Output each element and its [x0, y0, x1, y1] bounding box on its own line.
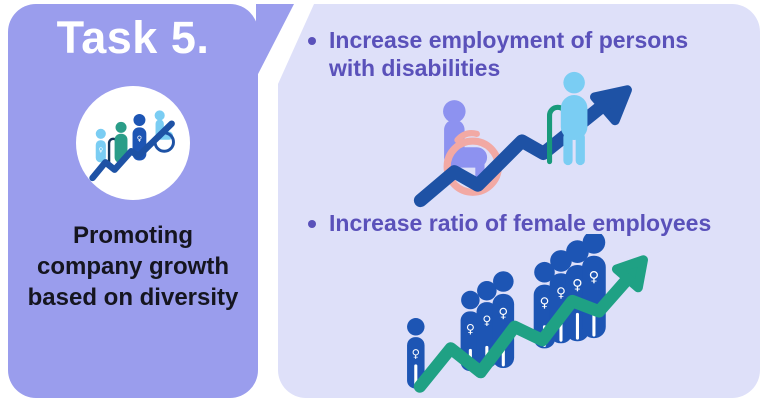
wheelchair-and-cane-person-rising-arrow-illustration [413, 71, 632, 208]
cane-person-icon [546, 71, 588, 166]
badge-circle: ♀ ♀ [76, 85, 190, 200]
svg-text:♀: ♀ [482, 314, 491, 328]
female-figure-icon: ♀ [407, 318, 425, 389]
left-panel: Task 5. ♀ ♀ [8, 4, 258, 398]
svg-text:♀: ♀ [572, 278, 583, 294]
rising-arrow-icon [413, 85, 632, 208]
bullet-dot [308, 220, 316, 228]
female-employee-figures-rising-arrow-illustration: ♀ ♀ ♀ ♀ ♀ ♀ [407, 234, 648, 393]
svg-text:♀: ♀ [412, 347, 420, 361]
left-panel-caption: Promoting company growth based on divers… [27, 221, 239, 312]
bullet-item-female-employees: Increase ratio of female employees [308, 210, 711, 238]
bullet-text: Increase ratio of female employees [329, 210, 712, 236]
task-title: Task 5. [56, 12, 210, 63]
right-panel: Increase employment of persons with disa… [278, 4, 760, 398]
rising-arrow-icon [413, 255, 648, 393]
svg-text:♀: ♀ [498, 307, 508, 322]
small-person-icon: ♀ [95, 128, 106, 163]
svg-text:♀: ♀ [589, 269, 600, 285]
growth-line-icon [89, 120, 175, 181]
svg-text:♀: ♀ [556, 286, 566, 301]
svg-text:♀: ♀ [98, 146, 103, 154]
bullet-item-disabilities: Increase employment of persons with disa… [308, 27, 688, 82]
diverse-people-growth-icon: ♀ ♀ [89, 110, 175, 181]
svg-text:♀: ♀ [137, 134, 142, 143]
svg-text:♀: ♀ [466, 322, 475, 336]
bullet-text: Increase employment of persons with disa… [329, 27, 689, 81]
bullet-dot [308, 37, 316, 45]
svg-text:♀: ♀ [540, 296, 550, 311]
